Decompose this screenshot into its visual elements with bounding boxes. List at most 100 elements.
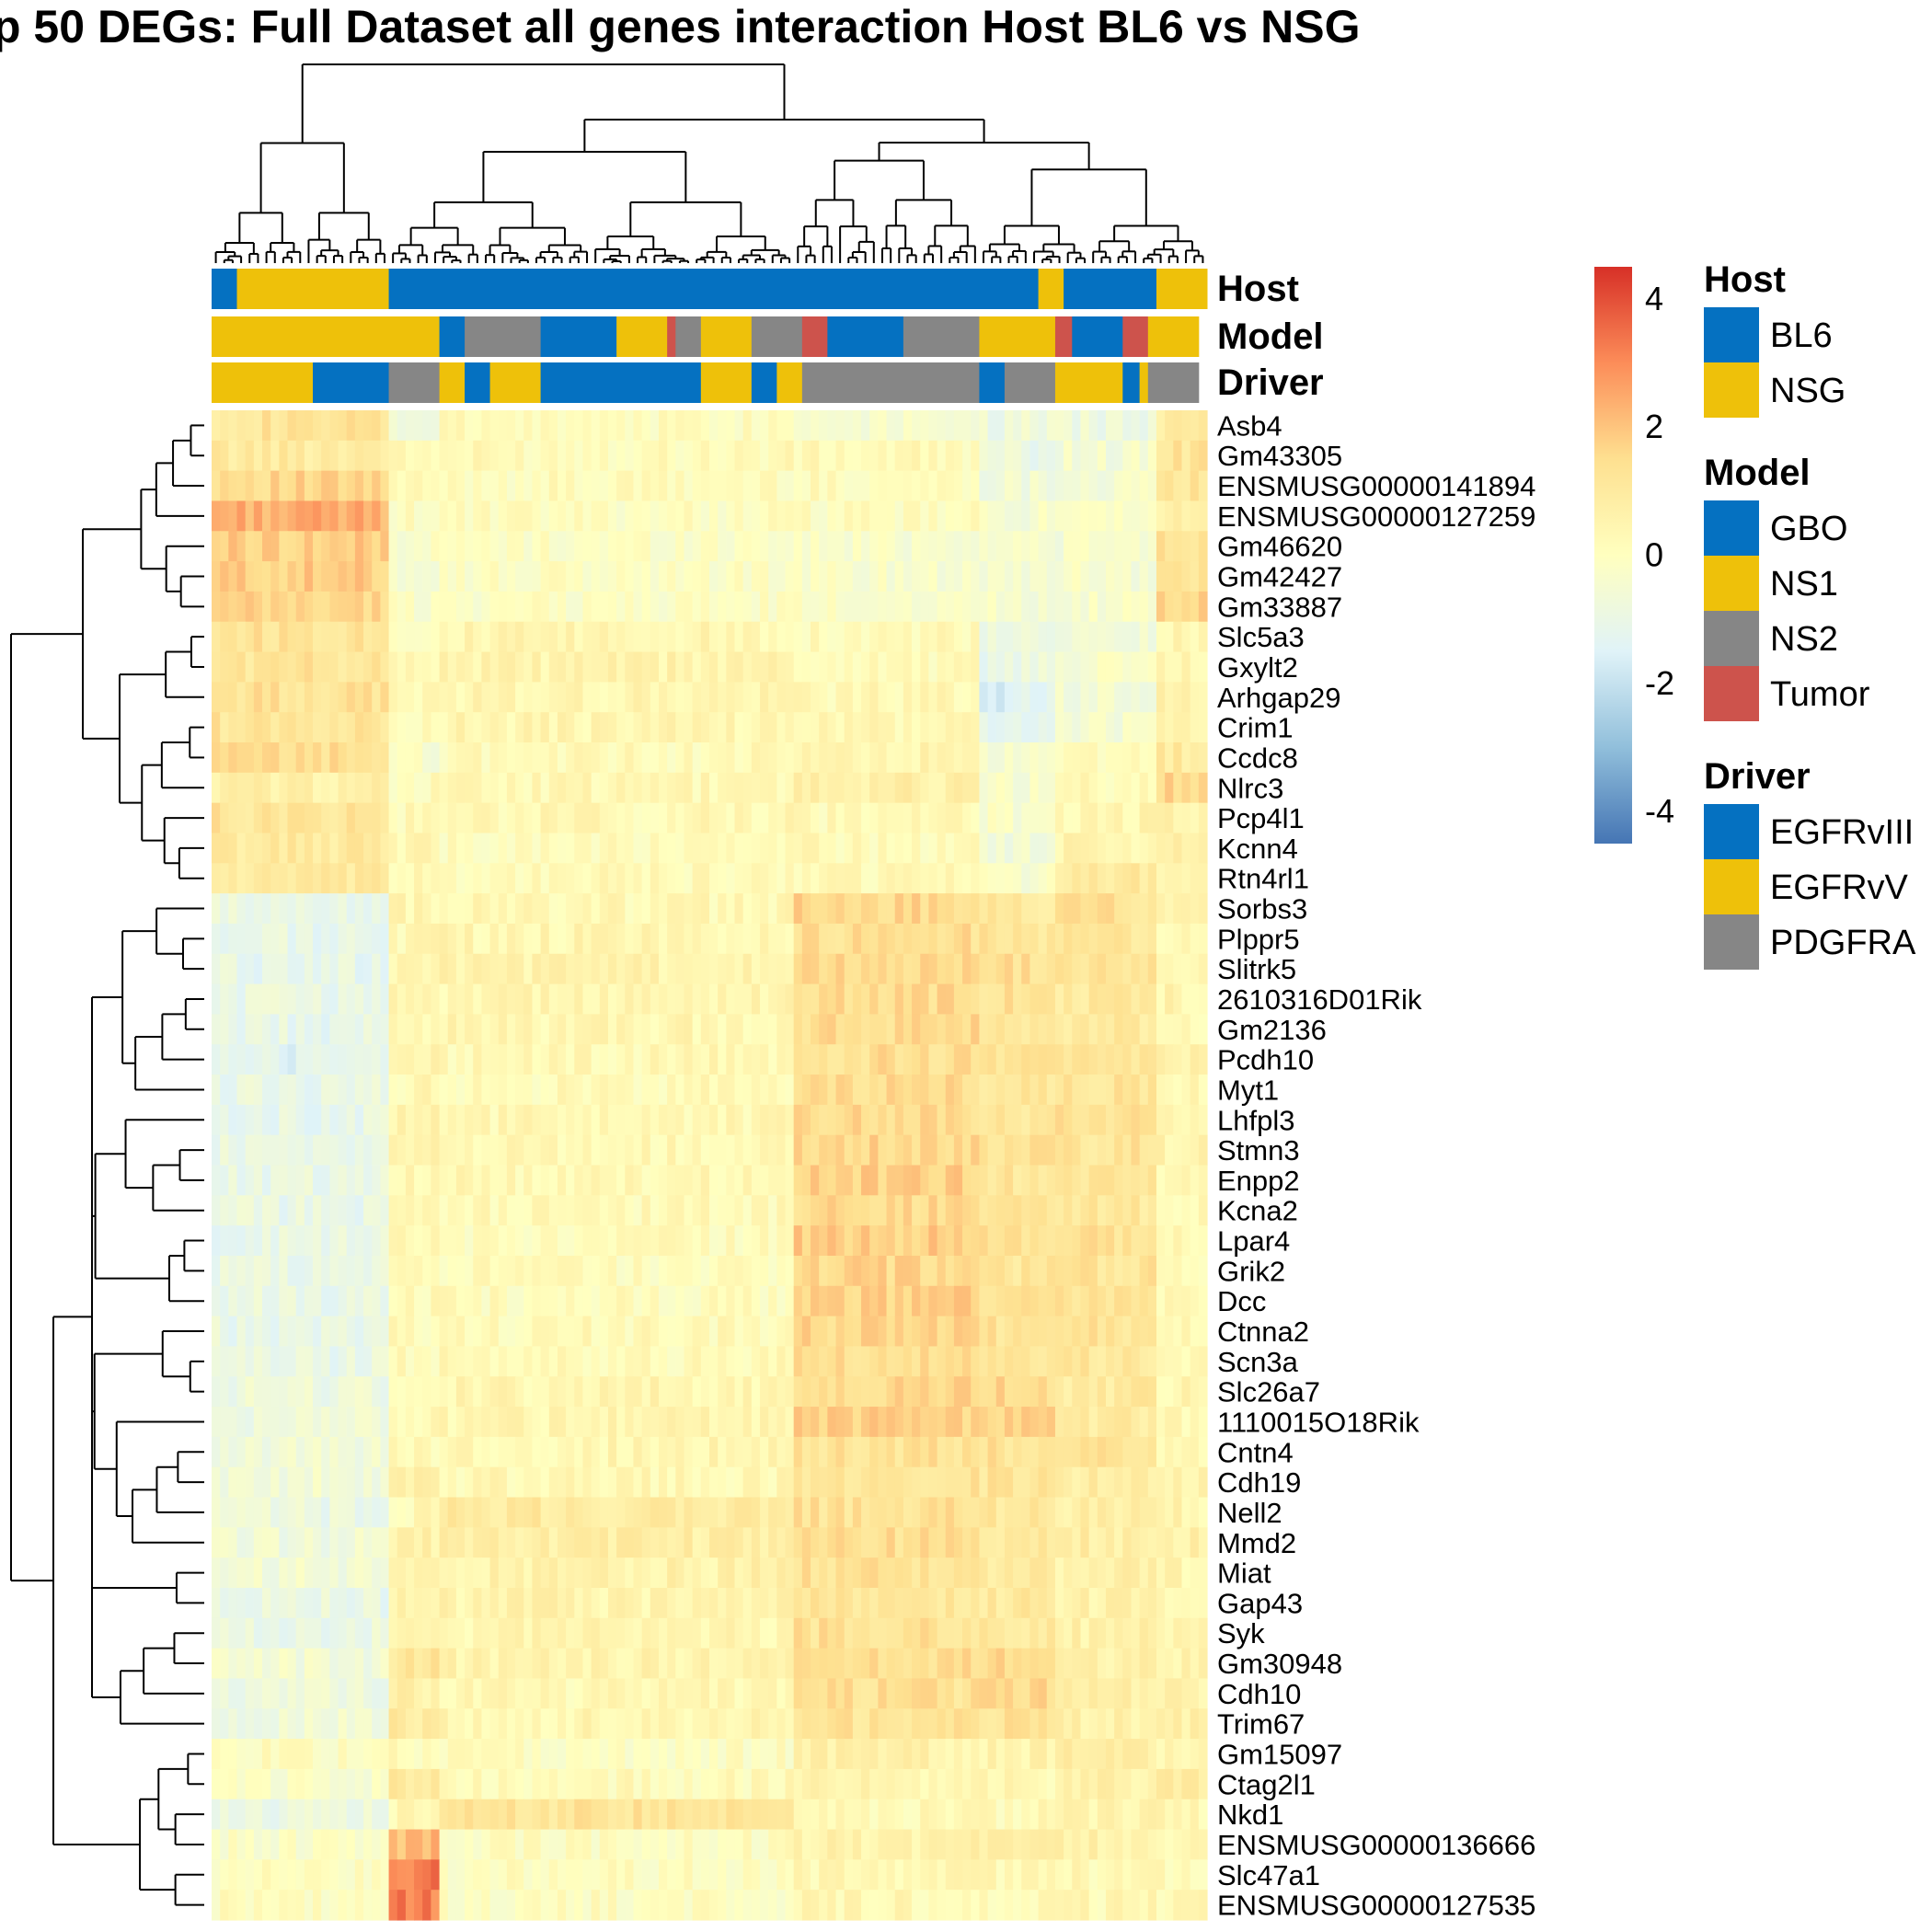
heatmap-cell: [1021, 1346, 1031, 1377]
heatmap-cell: [414, 1376, 423, 1408]
heatmap-cell: [1122, 682, 1133, 713]
heatmap-cell: [726, 983, 736, 1015]
heatmap-cell: [321, 1104, 330, 1136]
heatmap-cell: [1156, 682, 1166, 713]
heatmap-cell: [422, 953, 432, 985]
heatmap-cell: [1088, 1466, 1098, 1499]
heatmap-cell: [633, 1436, 643, 1468]
heatmap-cell: [498, 1255, 508, 1287]
heatmap-cell: [819, 1527, 828, 1558]
annotation-segment-egfrvv: [212, 362, 314, 403]
heatmap-cell: [455, 953, 466, 985]
heatmap-cell: [1080, 410, 1090, 442]
heatmap-cell: [414, 1285, 423, 1317]
heatmap-cell: [422, 1346, 432, 1377]
heatmap-cell: [574, 742, 584, 774]
heatmap-cell: [675, 1014, 685, 1045]
heatmap-cell: [801, 953, 811, 985]
heatmap-cell: [869, 1466, 879, 1499]
heatmap-cell: [760, 1195, 769, 1226]
heatmap-cell: [760, 893, 769, 925]
heatmap-cell: [1064, 1044, 1073, 1075]
heatmap-cell: [405, 1104, 415, 1136]
heatmap-cell: [397, 923, 407, 955]
heatmap-cell: [582, 772, 592, 804]
heatmap-cell: [363, 1466, 373, 1499]
heatmap-cell: [313, 1436, 322, 1468]
heatmap-cell: [971, 531, 981, 562]
heatmap-cell: [953, 1195, 963, 1226]
heatmap-cell: [827, 1255, 837, 1287]
heatmap-cell: [532, 1497, 542, 1528]
heatmap-cell: [557, 712, 567, 743]
heatmap-cell: [1054, 1044, 1064, 1075]
heatmap-cell: [886, 1104, 896, 1136]
heatmap-cell: [785, 470, 795, 502]
heatmap-cell: [295, 591, 305, 623]
heatmap-cell: [447, 1497, 457, 1528]
heatmap-cell: [388, 1466, 398, 1499]
heatmap-cell: [1004, 1255, 1014, 1287]
heatmap-cell: [1038, 1466, 1048, 1499]
heatmap-cell: [995, 1195, 1006, 1226]
heatmap-cell: [262, 1255, 271, 1287]
heatmap-cell: [498, 1165, 508, 1196]
heatmap-cell: [523, 1407, 534, 1438]
heatmap-cell: [1165, 772, 1174, 804]
heatmap-cell: [295, 1527, 305, 1558]
heatmap-cell: [667, 682, 676, 713]
heatmap-cell: [726, 863, 736, 894]
heatmap-cell: [1088, 651, 1098, 683]
heatmap-cell: [532, 470, 542, 502]
heatmap-cell: [641, 682, 651, 713]
heatmap-cell: [995, 1104, 1006, 1136]
heatmap-cell: [971, 923, 981, 955]
heatmap-cell: [928, 833, 938, 864]
heatmap-cell: [928, 1195, 938, 1226]
heatmap-cell: [616, 470, 626, 502]
heatmap-cell: [313, 893, 322, 925]
heatmap-cell: [540, 651, 550, 683]
heatmap-cell: [388, 893, 398, 925]
heatmap-cell: [388, 682, 398, 713]
heatmap-cell: [607, 802, 617, 834]
heatmap-cell: [1181, 500, 1191, 532]
heatmap-cell: [304, 561, 314, 592]
heatmap-cell: [971, 1316, 981, 1348]
heatmap-cell: [1156, 1466, 1166, 1499]
heatmap-cell: [1088, 1285, 1098, 1317]
heatmap-cell: [760, 1075, 769, 1106]
heatmap-cell: [920, 531, 930, 562]
heatmap-cell: [768, 983, 777, 1015]
heatmap-cell: [557, 1407, 567, 1438]
heatmap-cell: [1181, 953, 1191, 985]
heatmap-cell: [1004, 1376, 1014, 1408]
heatmap-cell: [760, 1346, 769, 1377]
heatmap-cell: [1013, 531, 1022, 562]
heatmap-cell: [506, 953, 516, 985]
heatmap-cell: [726, 1104, 736, 1136]
heatmap-cell: [912, 470, 921, 502]
heatmap-cell: [489, 1285, 500, 1317]
heatmap-cell: [1021, 621, 1031, 653]
heatmap-cell: [920, 1195, 930, 1226]
heatmap-cell: [937, 500, 947, 532]
heatmap-cell: [971, 802, 981, 834]
heatmap-cell: [506, 651, 516, 683]
heatmap-cell: [1181, 1014, 1191, 1045]
heatmap-cell: [1004, 410, 1014, 442]
heatmap-cell: [582, 953, 592, 985]
heatmap-cell: [962, 591, 972, 623]
heatmap-cell: [903, 470, 913, 502]
heatmap-cell: [532, 1044, 542, 1075]
heatmap-cell: [878, 682, 888, 713]
heatmap-cell: [844, 1497, 854, 1528]
heatmap-cell: [465, 651, 474, 683]
heatmap-cell: [212, 1346, 221, 1377]
heatmap-cell: [1029, 410, 1040, 442]
heatmap-cell: [718, 531, 727, 562]
heatmap-cell: [566, 1014, 575, 1045]
heatmap-cell: [1029, 953, 1040, 985]
heatmap-cell: [835, 1225, 845, 1257]
heatmap-cell: [1198, 682, 1208, 713]
